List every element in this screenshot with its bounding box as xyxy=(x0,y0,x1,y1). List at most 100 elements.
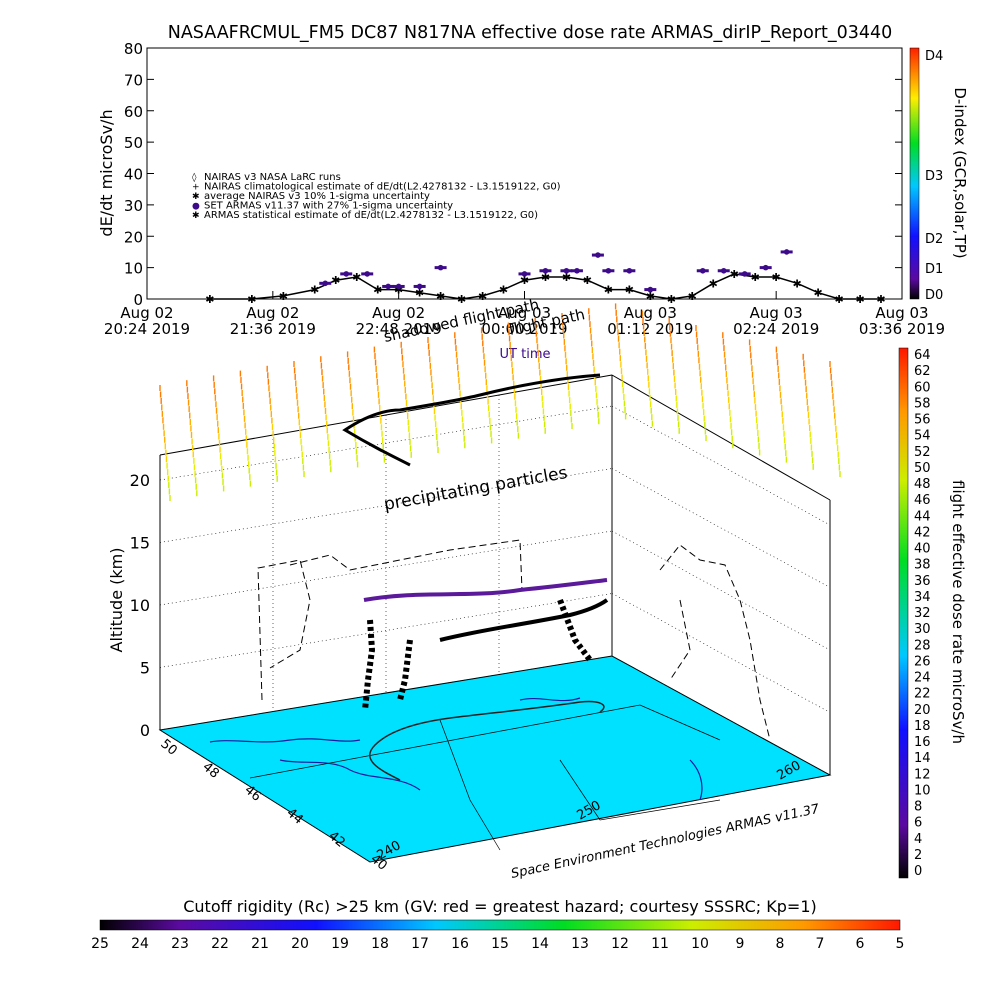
armas-measurement-point xyxy=(720,267,727,274)
cutoff-tick-label: 14 xyxy=(531,936,549,952)
armas-statistical-point: ✱ xyxy=(562,271,571,284)
armas-statistical-point: ✱ xyxy=(855,293,864,306)
cutoff-tick-label: 24 xyxy=(131,936,149,952)
armas-statistical-point: ✱ xyxy=(279,290,288,303)
timeseries-y-label: dE/dt microSv/h xyxy=(97,109,116,236)
precipitating-particles-marks xyxy=(159,303,841,501)
armas-statistical-point: ✱ xyxy=(625,284,634,297)
x-tick-label-time: 00:00 2019 xyxy=(481,320,567,338)
armas-measurement-point xyxy=(322,280,329,287)
dose-tick-label: 14 xyxy=(914,751,931,766)
dose-tick-label: 4 xyxy=(914,832,922,847)
map-borders xyxy=(249,704,721,851)
legend-entry: SET ARMAS v11.37 with 27% 1-sigma uncert… xyxy=(204,201,453,212)
y-tick-label: 20 xyxy=(124,228,143,246)
dindex-tick-label: D2 xyxy=(925,232,943,247)
dose-tick-label: 26 xyxy=(914,654,931,669)
armas-statistical-point: ✱ xyxy=(834,293,843,306)
armas-measurement-point xyxy=(385,283,391,290)
cutoff-colorbar-label: Cutoff rigidity (Rc) >25 km (GV: red = g… xyxy=(183,897,817,916)
x-tick-label-time: 01:12 2019 xyxy=(607,320,693,338)
cutoff-tick-label: 12 xyxy=(611,936,629,952)
dose-tick-label: 52 xyxy=(914,445,931,460)
dose-tick-label: 48 xyxy=(914,477,931,492)
dose-tick-label: 58 xyxy=(914,396,931,411)
dose-tick-label: 30 xyxy=(914,622,931,637)
x-tick-label-date: Aug 03 xyxy=(875,304,928,322)
y-tick-label: 50 xyxy=(124,134,143,152)
x-tick-label-date: Aug 02 xyxy=(120,304,173,322)
armas-measurement-point xyxy=(605,267,612,274)
particles-annotation: precipitating particles xyxy=(382,463,569,515)
altitude-tick-label: 5 xyxy=(140,659,150,678)
border-lon xyxy=(439,719,501,851)
dose-tick-label: 36 xyxy=(914,574,931,589)
cutoff-tick-label: 11 xyxy=(651,936,669,952)
armas-statistical-point: ✱ xyxy=(604,284,613,297)
armas-statistical-point: ✱ xyxy=(415,287,424,300)
cutoff-colorbar-ticks: 25 24 23 22 21 20 19 18 17 16 15 14 13 12 11 10 9 8 7 6 5 xyxy=(91,936,904,952)
legend-symbol: ✱ xyxy=(192,211,200,221)
armas-measurement-point xyxy=(542,267,549,274)
dindex-tick-label: D1 xyxy=(925,262,943,277)
armas-statistical-point: ✱ xyxy=(646,290,655,303)
coastline-west xyxy=(279,759,421,791)
y-tick-label: 60 xyxy=(124,103,143,121)
armas-statistical-point: ✱ xyxy=(373,284,382,297)
wall-grid-line xyxy=(611,405,831,526)
y-tick-label: 30 xyxy=(124,197,143,215)
dose-tick-label: 56 xyxy=(914,413,931,428)
wall-grid-line xyxy=(611,655,831,776)
top-right-edge xyxy=(611,374,831,501)
coastline-south xyxy=(689,759,703,801)
legend-symbol: ● xyxy=(192,202,200,212)
armas-measurement-point xyxy=(343,271,350,277)
altitude-tick-label: 0 xyxy=(140,721,150,740)
dose-tick-label: 60 xyxy=(914,380,931,395)
armas-statistical-point: ✱ xyxy=(499,284,508,297)
dose-tick-label: 8 xyxy=(914,800,922,815)
dose-tick-label: 62 xyxy=(914,364,931,379)
armas-statistical-point: ✱ xyxy=(583,274,592,287)
dose-tick-label: 34 xyxy=(914,590,931,605)
dindex-colorbar xyxy=(909,47,920,300)
shadow-paths xyxy=(257,539,771,741)
dose-tick-label: 46 xyxy=(914,493,931,508)
cutoff-tick-label: 6 xyxy=(856,936,865,952)
armas-statistical-point: ✱ xyxy=(394,284,403,297)
map-coastlines xyxy=(209,697,703,801)
dose-colorbar-label: flight effective dose rate microSv/h xyxy=(949,480,967,744)
shadow-path-right xyxy=(659,544,771,741)
x-tick-label-time: 22:48 2019 xyxy=(356,320,442,338)
cutoff-colorbar xyxy=(99,919,901,931)
dose-tick-label: 10 xyxy=(914,783,931,798)
legend-symbol: ✱ xyxy=(192,192,200,202)
armas-statistical-point: ✱ xyxy=(814,287,823,300)
armas-measurement-point xyxy=(395,283,402,290)
x-tick-label-date: Aug 03 xyxy=(750,304,803,322)
wall-grid-line xyxy=(611,593,831,713)
armas-measurement-point xyxy=(437,264,444,271)
x-tick-label-date: Aug 02 xyxy=(246,304,299,322)
x-tick-label-time: 20:24 2019 xyxy=(104,320,190,338)
armas-statistical-point: ✱ xyxy=(793,277,802,290)
armas-statistical-point: ✱ xyxy=(436,290,445,303)
dose-tick-label: 12 xyxy=(914,767,931,782)
dose-tick-label: 22 xyxy=(914,687,931,702)
x-tick-label-date: Aug 03 xyxy=(498,304,551,322)
y-tick-label: 70 xyxy=(124,71,143,89)
dose-tick-label: 6 xyxy=(914,816,922,831)
dose-tick-label: 20 xyxy=(914,703,931,718)
armas-statistical-line xyxy=(209,273,881,300)
legend-symbol: + xyxy=(192,183,200,193)
armas-measurement-point xyxy=(783,249,790,255)
dose-tick-label: 40 xyxy=(914,542,931,557)
cutoff-tick-label: 23 xyxy=(171,936,189,952)
cutoff-tick-label: 18 xyxy=(371,936,389,952)
armas-measurement-point xyxy=(741,271,748,277)
dose-tick-label: 44 xyxy=(914,509,931,524)
armas-measurement-point xyxy=(595,252,601,258)
armas-measurement-point xyxy=(563,267,570,274)
